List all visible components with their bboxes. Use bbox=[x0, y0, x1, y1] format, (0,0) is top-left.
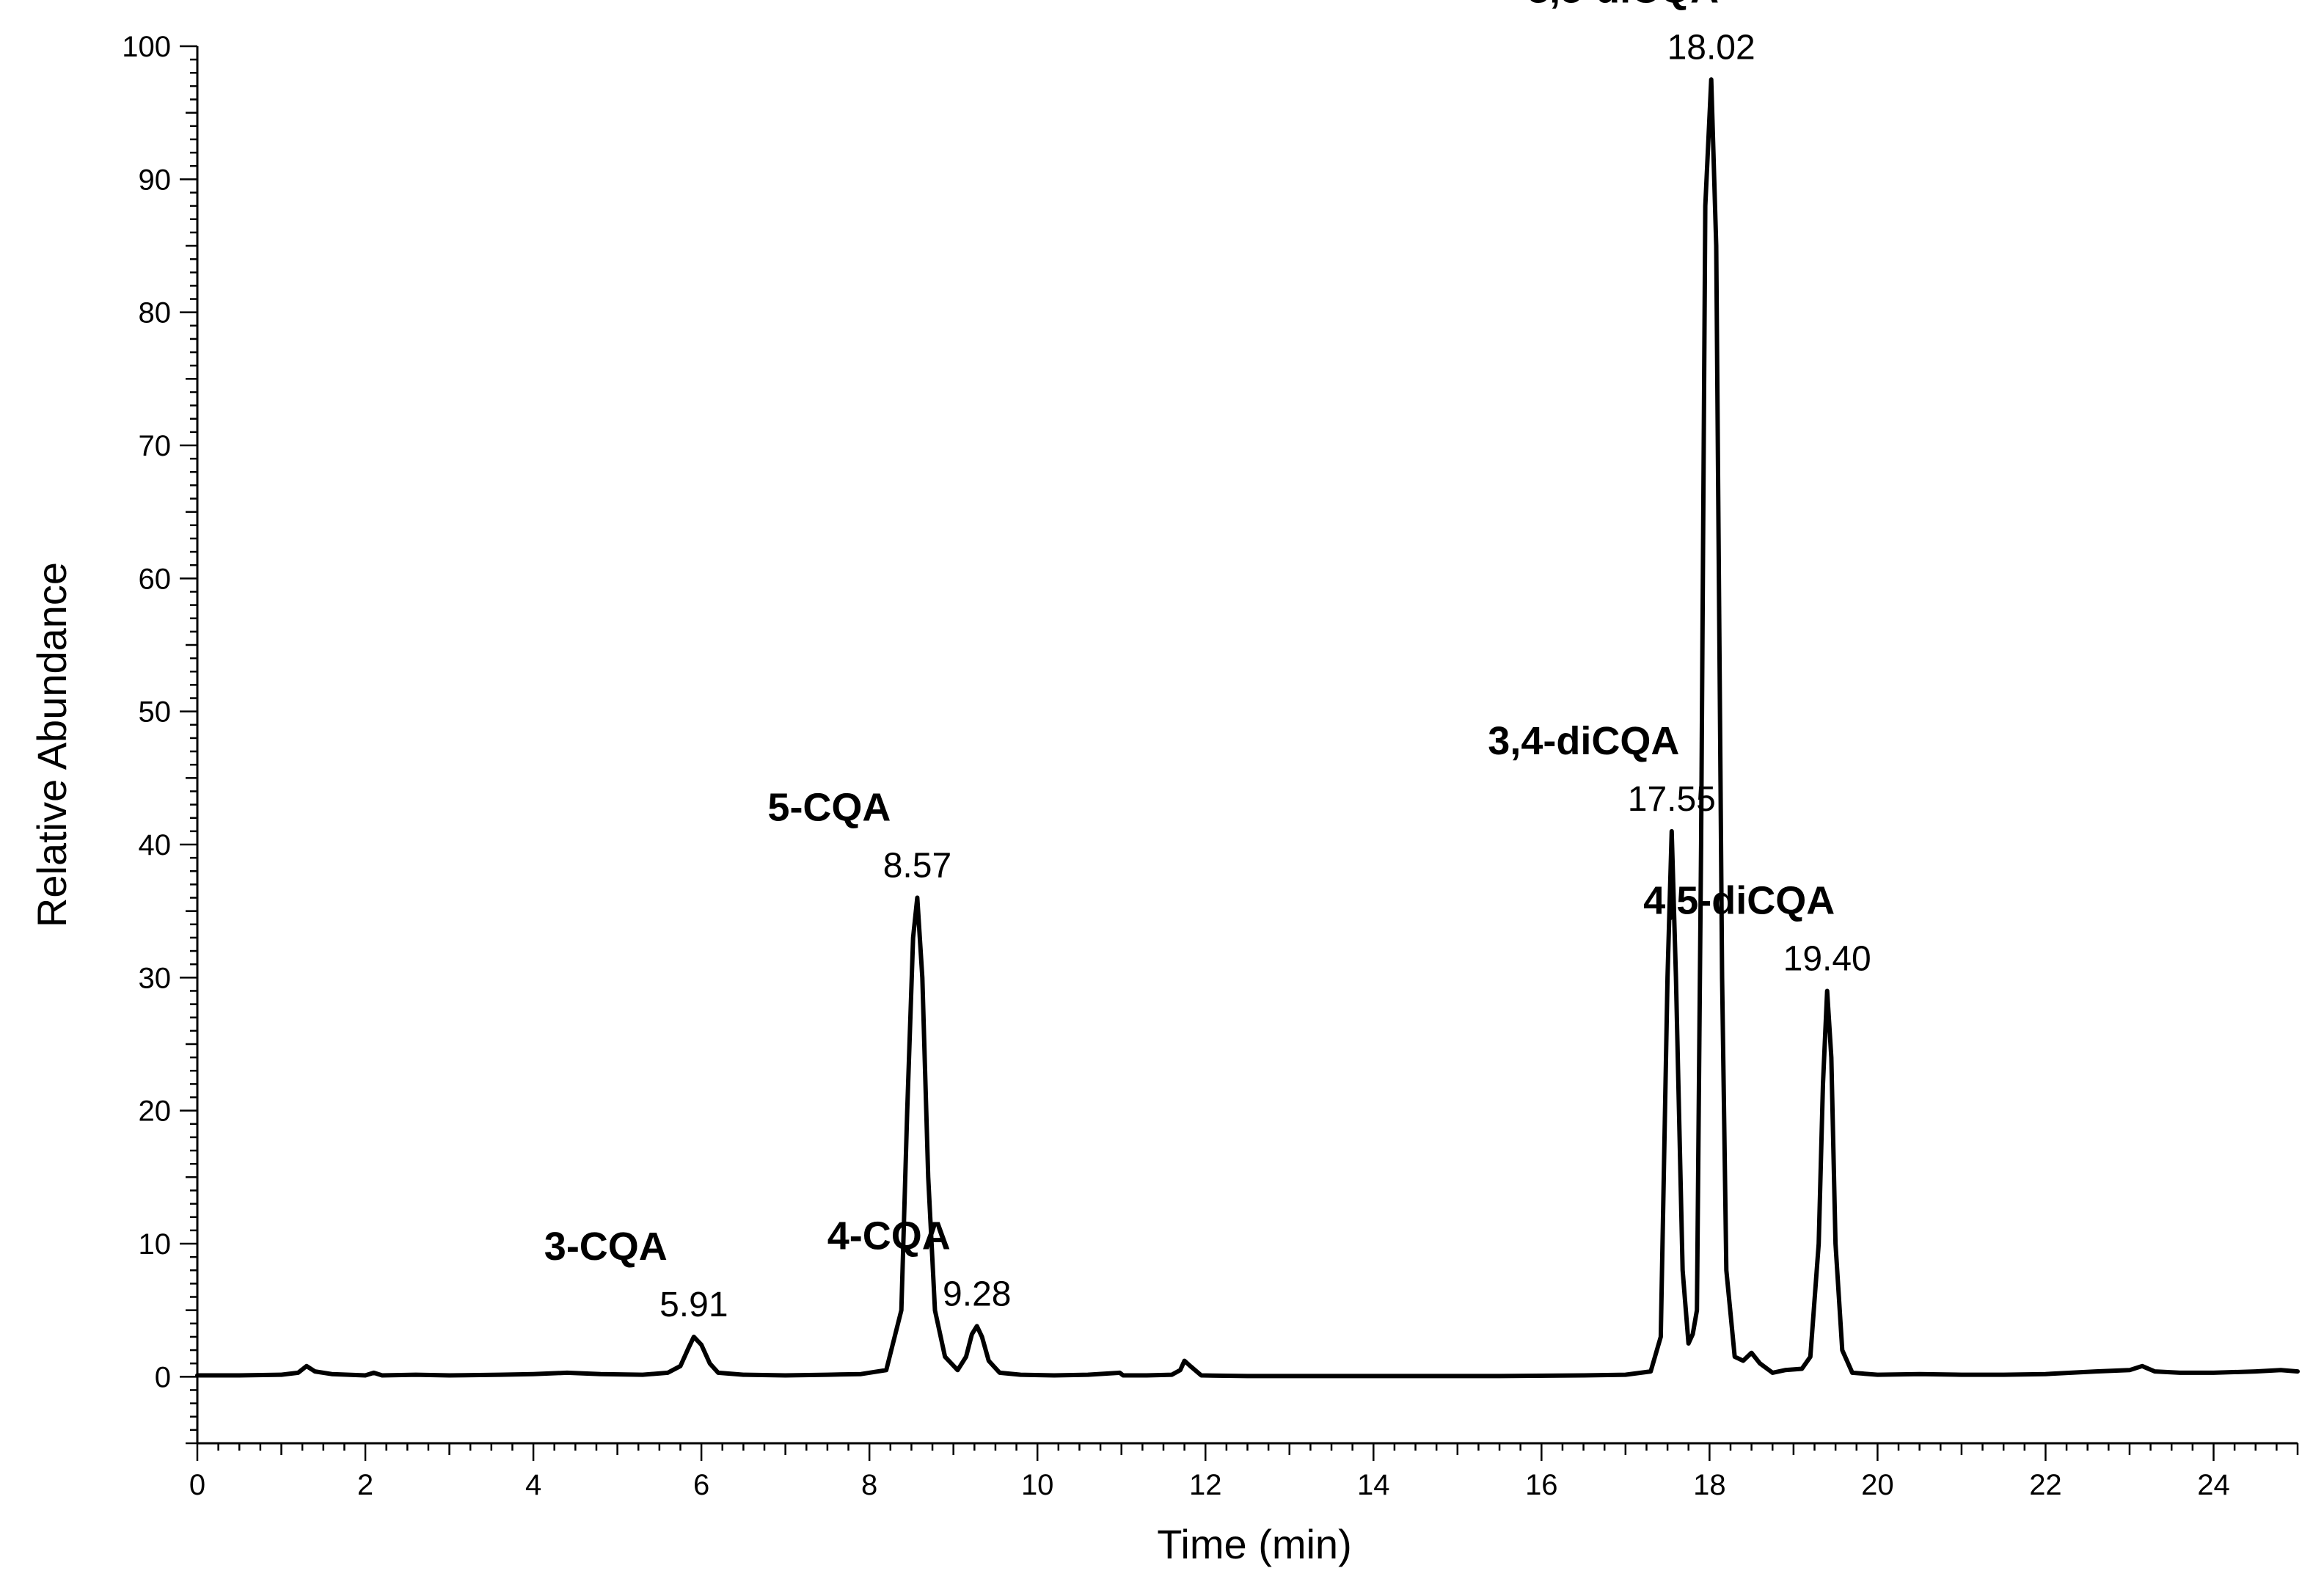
x-tick-label: 12 bbox=[1189, 1469, 1222, 1501]
y-tick-label: 40 bbox=[139, 829, 172, 861]
compound-label: 3-CQA bbox=[544, 1225, 668, 1269]
peak-time-label: 17.55 bbox=[1628, 780, 1716, 819]
x-tick-label: 18 bbox=[1693, 1469, 1726, 1501]
chromatogram-trace bbox=[195, 77, 2300, 1379]
peak-labels: 5.91 8.57 9.28 17.55 18.02 19.40 3-CQA 5-CQA 4-C… bbox=[544, 0, 1871, 1324]
peak-time-label: 19.40 bbox=[1783, 939, 1871, 978]
y-tick-label: 90 bbox=[139, 164, 172, 196]
compound-label: 5-CQA bbox=[767, 786, 891, 830]
axes: 0 2 4 6 8 10 12 14 16 18 20 22 240102030405060708090… bbox=[122, 31, 2299, 1501]
y-tick-label: 80 bbox=[139, 297, 172, 329]
x-tick-label: 4 bbox=[525, 1469, 541, 1501]
y-axis-title: Relative Abundance bbox=[29, 562, 75, 927]
x-tick-label: 8 bbox=[861, 1469, 877, 1501]
x-tick-label: 10 bbox=[1021, 1469, 1054, 1501]
y-tick-label: 20 bbox=[139, 1095, 172, 1128]
y-tick-label: 50 bbox=[139, 696, 172, 729]
x-tick-label: 20 bbox=[1861, 1469, 1894, 1501]
compound-label: 4,5-diCQA bbox=[1643, 878, 1835, 922]
y-tick-label: 10 bbox=[139, 1228, 172, 1261]
peak-time-label: 9.28 bbox=[943, 1274, 1011, 1313]
x-tick-label: 2 bbox=[357, 1469, 373, 1501]
x-tick-label: 24 bbox=[2197, 1469, 2230, 1501]
x-tick-label: 16 bbox=[1525, 1469, 1558, 1501]
y-tick-label: 70 bbox=[139, 430, 172, 462]
compound-label: 3,5-diCQA bbox=[1527, 0, 1719, 11]
x-tick-label: 14 bbox=[1357, 1469, 1390, 1501]
y-tick-label: 100 bbox=[122, 31, 171, 63]
x-axis-title: Time (min) bbox=[1157, 1521, 1351, 1567]
peak-time-label: 18.02 bbox=[1667, 28, 1755, 67]
compound-label: 3,4-diCQA bbox=[1488, 719, 1679, 763]
x-tick-label: 22 bbox=[2029, 1469, 2062, 1501]
peak-time-label: 8.57 bbox=[883, 847, 951, 886]
y-tick-label: 0 bbox=[155, 1361, 171, 1393]
y-tick-label: 60 bbox=[139, 563, 172, 595]
y-tick-label: 30 bbox=[139, 962, 172, 994]
compound-label: 4-CQA bbox=[827, 1214, 951, 1258]
x-tick-label: 6 bbox=[693, 1469, 709, 1501]
peak-time-label: 5.91 bbox=[659, 1286, 728, 1324]
x-tick-label: 0 bbox=[189, 1469, 205, 1501]
